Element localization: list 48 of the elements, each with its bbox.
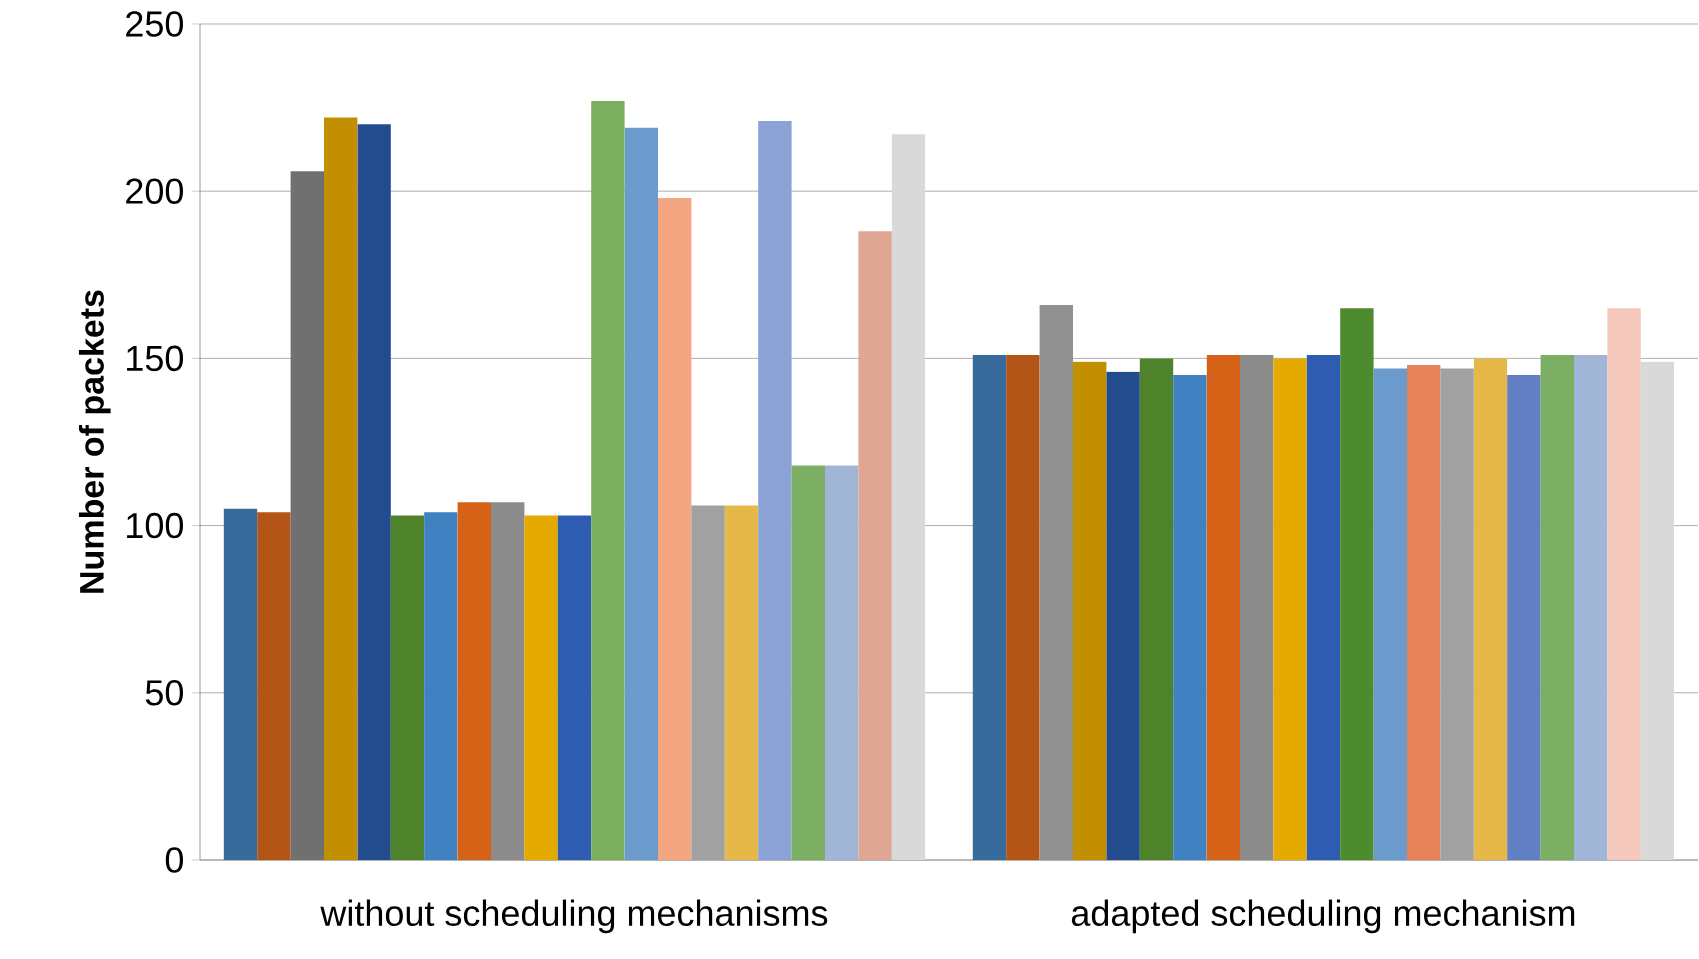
bar — [1273, 358, 1307, 860]
bar — [257, 512, 291, 860]
bar — [758, 120, 792, 860]
bar — [357, 124, 391, 860]
bar — [1607, 308, 1641, 860]
y-tick-label: 50 — [145, 680, 184, 706]
bar — [1139, 358, 1174, 860]
bar — [557, 515, 592, 860]
y-tick-label: 0 — [165, 847, 184, 873]
bar — [1407, 365, 1441, 860]
bar — [1507, 375, 1541, 860]
bar — [658, 197, 692, 860]
y-tick-label: 150 — [127, 345, 183, 372]
bar — [457, 502, 492, 860]
bar — [1340, 308, 1374, 860]
bar — [791, 465, 825, 860]
bar — [1173, 375, 1207, 860]
bar — [290, 171, 325, 860]
bar — [1073, 361, 1107, 860]
bar — [891, 134, 926, 860]
bar — [1640, 361, 1675, 860]
x-tick-label: adapted scheduling mechanism — [1071, 899, 1575, 934]
bar — [825, 465, 859, 860]
x-tick-label: without scheduling mechanisms — [320, 899, 828, 934]
bar — [1306, 355, 1341, 860]
bar — [1206, 355, 1240, 860]
bar — [524, 515, 558, 860]
bar — [624, 127, 659, 860]
bar — [1006, 355, 1040, 860]
bar — [1574, 355, 1608, 860]
bar — [591, 100, 625, 860]
bar — [1373, 368, 1407, 860]
bar — [324, 117, 358, 860]
bar — [424, 512, 458, 860]
bar — [1440, 368, 1474, 860]
y-tick-label: 100 — [127, 512, 183, 539]
bar — [724, 505, 759, 860]
bar — [972, 355, 1007, 860]
bar — [691, 505, 725, 860]
bar — [1473, 358, 1508, 860]
y-tick-label: 250 — [126, 11, 183, 37]
bar — [1540, 355, 1574, 860]
bar — [1106, 371, 1140, 860]
bar — [223, 508, 258, 860]
y-axis-title: Number of packets — [78, 290, 111, 593]
bar — [390, 515, 425, 860]
bar — [858, 231, 892, 860]
y-tick-label: 200 — [126, 178, 183, 204]
